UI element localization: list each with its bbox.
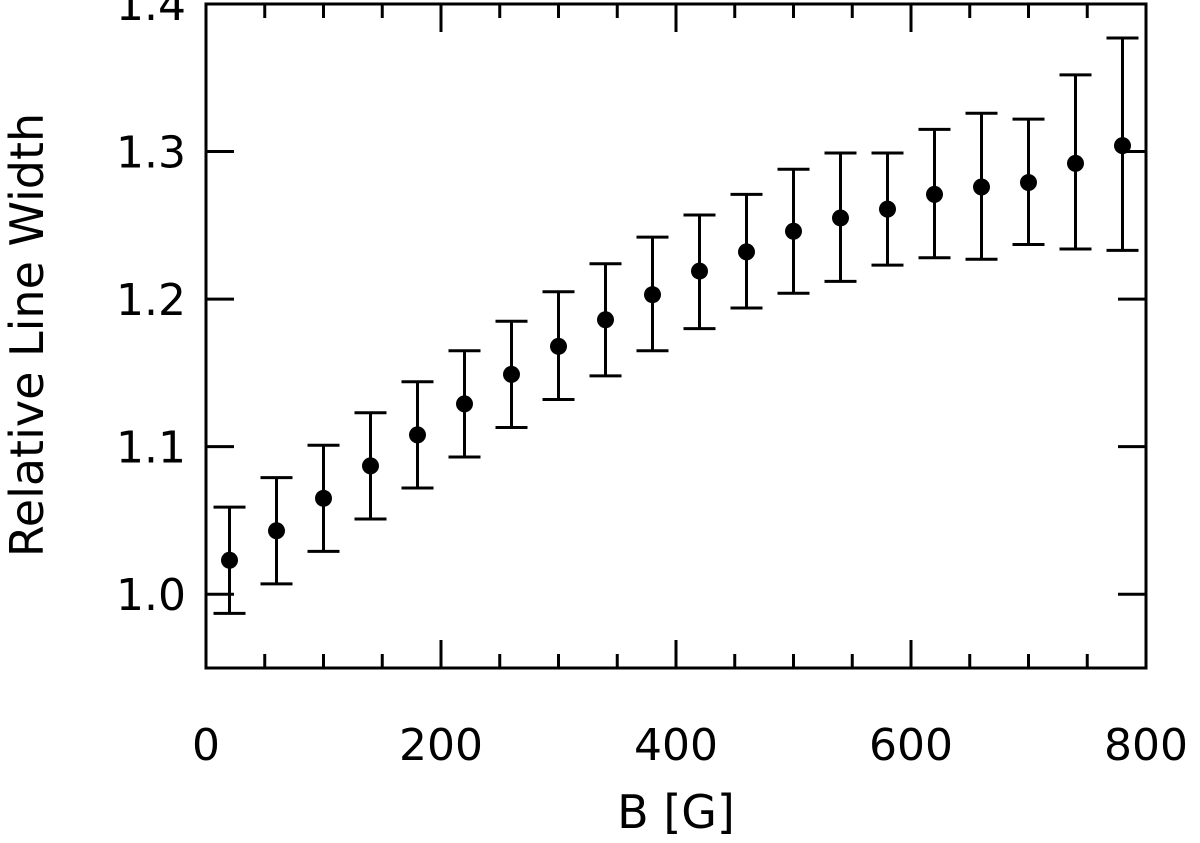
x-tick-label: 0 (192, 720, 220, 771)
y-tick-label: 1.0 (116, 570, 186, 621)
data-point (738, 243, 755, 261)
data-point (597, 311, 614, 329)
data-point (268, 522, 285, 540)
data-point (456, 395, 473, 413)
x-tick-label: 400 (634, 720, 718, 771)
data-point (503, 365, 520, 383)
data-point (221, 551, 238, 569)
data-point (362, 457, 379, 475)
data-point (409, 426, 426, 444)
data-point (973, 178, 990, 196)
y-axis-title: Relative Line Width (0, 113, 54, 557)
data-point (1114, 137, 1131, 155)
plot-frame (204, 2, 1148, 670)
x-tick-label: 200 (399, 720, 483, 771)
data-point (785, 222, 802, 240)
data-point (879, 200, 896, 218)
x-tick-label: 800 (1104, 720, 1188, 771)
data-point (1020, 174, 1037, 192)
x-tick-labels: 0 200 400 600 800 (192, 720, 1188, 771)
data-point (691, 262, 708, 280)
x-axis-title: B [G] (617, 785, 735, 839)
y-tick-label: 1.3 (116, 128, 186, 179)
data-point (644, 286, 661, 304)
y-tick-label: 1.4 (116, 0, 186, 31)
data-point (550, 337, 567, 355)
data-point (1067, 154, 1084, 172)
data-point (315, 489, 332, 507)
axis-ticks (204, 2, 1148, 668)
error-bars (213, 36, 1139, 615)
y-tick-label: 1.2 (116, 275, 186, 326)
y-tick-labels: 1.0 1.1 1.2 1.3 1.4 (116, 0, 186, 621)
y-tick-label: 1.1 (116, 423, 186, 474)
data-point (832, 209, 849, 227)
data-point (926, 185, 943, 203)
x-tick-label: 600 (869, 720, 953, 771)
data-points (221, 137, 1131, 569)
